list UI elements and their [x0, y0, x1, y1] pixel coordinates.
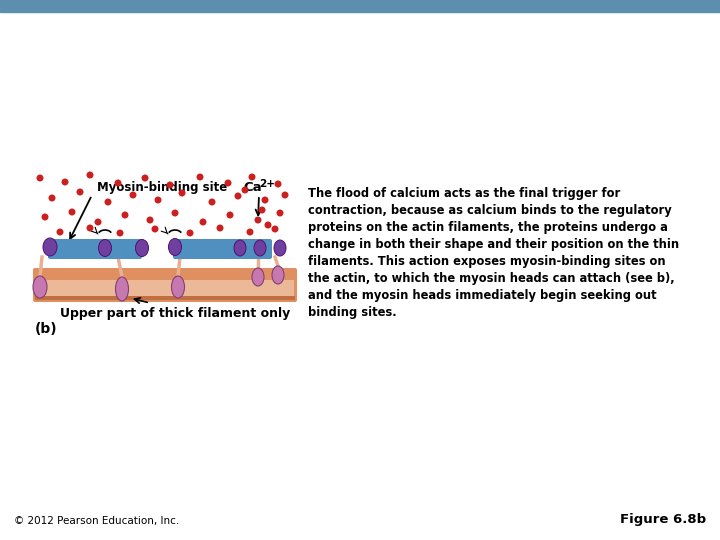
Text: Upper part of thick filament only: Upper part of thick filament only — [60, 307, 290, 320]
Ellipse shape — [254, 240, 266, 256]
Text: proteins on the actin filaments, the proteins undergo a: proteins on the actin filaments, the pro… — [308, 221, 668, 234]
Text: Figure 6.8b: Figure 6.8b — [620, 513, 706, 526]
Ellipse shape — [61, 179, 68, 186]
Ellipse shape — [274, 180, 282, 187]
Ellipse shape — [114, 179, 122, 186]
Ellipse shape — [171, 276, 184, 298]
Text: (b): (b) — [35, 322, 58, 336]
Ellipse shape — [254, 217, 261, 224]
FancyBboxPatch shape — [173, 239, 272, 259]
Ellipse shape — [142, 174, 148, 181]
Ellipse shape — [86, 225, 94, 232]
Ellipse shape — [48, 194, 55, 201]
Ellipse shape — [225, 179, 232, 186]
Ellipse shape — [42, 213, 48, 220]
Ellipse shape — [94, 219, 102, 226]
Ellipse shape — [171, 210, 179, 217]
Ellipse shape — [37, 174, 43, 181]
Text: 2+: 2+ — [259, 179, 275, 189]
Ellipse shape — [168, 239, 181, 255]
Ellipse shape — [235, 192, 241, 199]
Ellipse shape — [234, 240, 246, 256]
Ellipse shape — [99, 240, 112, 256]
FancyBboxPatch shape — [48, 239, 142, 259]
Ellipse shape — [68, 208, 76, 215]
Ellipse shape — [246, 228, 253, 235]
Ellipse shape — [276, 210, 284, 217]
Text: binding sites.: binding sites. — [308, 306, 397, 319]
Text: contraction, because as calcium binds to the regulatory: contraction, because as calcium binds to… — [308, 204, 672, 217]
Text: change in both their shape and their position on the thin: change in both their shape and their pos… — [308, 238, 679, 251]
Ellipse shape — [179, 190, 186, 197]
Ellipse shape — [248, 173, 256, 180]
Ellipse shape — [274, 240, 286, 256]
Ellipse shape — [252, 268, 264, 286]
Ellipse shape — [261, 197, 269, 204]
Text: Myosin-binding site: Myosin-binding site — [97, 181, 228, 194]
Ellipse shape — [282, 192, 289, 199]
Ellipse shape — [104, 199, 112, 206]
Ellipse shape — [241, 186, 248, 193]
Text: and the myosin heads immediately begin seeking out: and the myosin heads immediately begin s… — [308, 289, 657, 302]
Ellipse shape — [155, 197, 161, 204]
Ellipse shape — [135, 240, 148, 256]
Ellipse shape — [197, 173, 204, 180]
Bar — [0, 0, 720, 12]
Text: filaments. This action exposes myosin-binding sites on: filaments. This action exposes myosin-bi… — [308, 255, 665, 268]
Ellipse shape — [209, 199, 215, 206]
Ellipse shape — [86, 172, 94, 179]
Ellipse shape — [166, 181, 174, 188]
Text: © 2012 Pearson Education, Inc.: © 2012 Pearson Education, Inc. — [14, 516, 179, 526]
Text: the actin, to which the myosin heads can attach (see b),: the actin, to which the myosin heads can… — [308, 272, 675, 285]
Ellipse shape — [186, 230, 194, 237]
FancyBboxPatch shape — [36, 280, 294, 297]
Ellipse shape — [264, 221, 271, 228]
Ellipse shape — [122, 212, 128, 219]
Ellipse shape — [76, 188, 84, 195]
Ellipse shape — [271, 226, 279, 233]
Ellipse shape — [117, 230, 124, 237]
Text: Ca: Ca — [243, 181, 261, 194]
Ellipse shape — [272, 266, 284, 284]
Ellipse shape — [199, 219, 207, 226]
Ellipse shape — [33, 276, 47, 298]
FancyBboxPatch shape — [33, 268, 297, 302]
Ellipse shape — [130, 192, 137, 199]
Ellipse shape — [151, 226, 158, 233]
Text: The flood of calcium acts as the final trigger for: The flood of calcium acts as the final t… — [308, 187, 620, 200]
Ellipse shape — [56, 228, 63, 235]
Ellipse shape — [217, 225, 223, 232]
Ellipse shape — [258, 206, 266, 213]
Ellipse shape — [115, 277, 128, 301]
Ellipse shape — [146, 217, 153, 224]
Bar — [35, 296, 295, 300]
Ellipse shape — [43, 238, 57, 256]
Ellipse shape — [227, 212, 233, 219]
